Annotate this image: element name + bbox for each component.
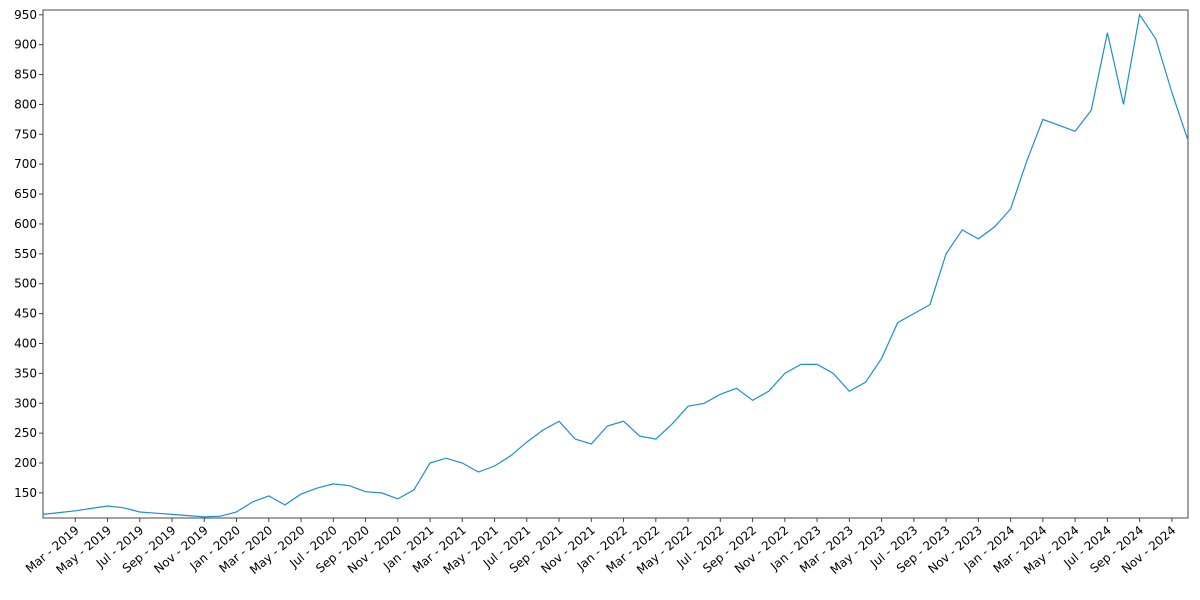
y-tick-label: 900 — [14, 38, 37, 52]
y-tick-label: 750 — [14, 127, 37, 141]
y-tick-label: 350 — [14, 366, 37, 380]
y-tick-label: 300 — [14, 396, 37, 410]
y-tick-label: 400 — [14, 336, 37, 350]
y-tick-label: 650 — [14, 187, 37, 201]
y-tick-label: 500 — [14, 277, 37, 291]
y-tick-label: 250 — [14, 426, 37, 440]
y-tick-label: 600 — [14, 217, 37, 231]
y-tick-label: 550 — [14, 247, 37, 261]
y-tick-label: 150 — [14, 486, 37, 500]
y-tick-label: 700 — [14, 157, 37, 171]
plot-frame — [42, 9, 1189, 519]
y-tick-label: 800 — [14, 97, 37, 111]
y-tick-label: 200 — [14, 456, 37, 470]
line — [42, 13, 1189, 518]
y-tick-label: 950 — [14, 8, 37, 22]
y-tick-label: 450 — [14, 307, 37, 321]
y-tick-label: 850 — [14, 68, 37, 82]
